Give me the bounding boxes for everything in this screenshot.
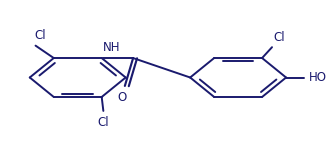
Text: NH: NH	[103, 41, 121, 54]
Text: HO: HO	[309, 71, 327, 84]
Text: Cl: Cl	[98, 116, 109, 128]
Text: Cl: Cl	[34, 29, 45, 42]
Text: Cl: Cl	[274, 31, 285, 44]
Text: O: O	[117, 91, 126, 104]
